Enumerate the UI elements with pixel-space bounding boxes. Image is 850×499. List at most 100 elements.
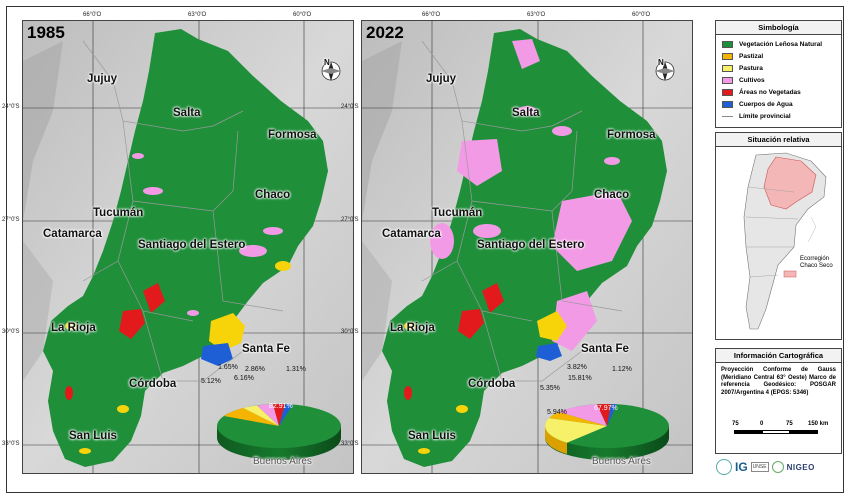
water-body xyxy=(536,343,562,361)
legend-item-cultivos: Cultivos xyxy=(716,74,841,86)
pie-chart-1985 xyxy=(217,403,341,460)
pie-chart-2022 xyxy=(544,404,669,460)
pastura-patches xyxy=(404,311,567,454)
province-boundaries xyxy=(421,40,623,382)
north-arrow xyxy=(321,61,341,81)
coord-left-6: 27°0'S xyxy=(341,217,359,223)
pie-slice-no-vegetado xyxy=(273,403,285,426)
province-label-jujuy: Jujuy xyxy=(87,73,118,85)
map-frame xyxy=(6,6,844,493)
coord-left-1: 24°0'S xyxy=(2,104,20,110)
pie-slice-pastizal xyxy=(549,412,607,426)
info-panel: Información Cartográfica Proyección Conf… xyxy=(715,348,842,454)
province-label-san-luis: San Luis xyxy=(408,430,456,442)
province-label-buenos-aires: Buenos Aires xyxy=(592,456,651,467)
argentina-inset-map xyxy=(716,147,841,337)
coord-left-4: 33°0'S xyxy=(2,441,20,447)
province-label-cordoba: Córdoba xyxy=(468,378,516,390)
pie-pct-1: 3.82% xyxy=(567,364,587,371)
pie-pct-3: 5.35% xyxy=(540,385,560,392)
province-label-santiago-del-estero: Santiago del Estero xyxy=(138,239,246,251)
pie-pct-5: 5.94% xyxy=(547,409,567,416)
pie-pct-2: 2.86% xyxy=(245,366,265,373)
province-label-buenos-aires: Buenos Aires xyxy=(253,456,312,467)
coord-top-6: 60°0'O xyxy=(632,12,651,18)
north-arrow xyxy=(655,61,675,81)
pie-pct-4: 15.81% xyxy=(568,375,592,382)
map-1985-graphic xyxy=(23,21,353,473)
legend-swatch xyxy=(722,76,733,84)
pie-slice-pastura xyxy=(544,418,607,443)
map-year-label: 1985 xyxy=(27,23,65,42)
legend-swatch xyxy=(722,52,733,60)
legend-item-pastizal: Pastizal xyxy=(716,50,841,62)
coord-left-7: 30°0'S xyxy=(341,329,359,335)
pastura-patches xyxy=(65,261,291,454)
province-label-jujuy: Jujuy xyxy=(426,73,457,85)
legend-swatch xyxy=(722,40,733,48)
coord-top-1: 66°0'O xyxy=(83,12,102,18)
coord-top-5: 63°0'O xyxy=(527,12,546,18)
coord-left-8: 33°0'S xyxy=(341,441,359,447)
legend-swatch xyxy=(722,88,733,96)
province-label-chaco: Chaco xyxy=(255,189,291,201)
water-body xyxy=(201,343,233,366)
scale-label: 75 xyxy=(786,421,793,427)
north-label: N xyxy=(324,58,330,67)
province-label-tucuman: Tucumán xyxy=(93,207,144,219)
province-label-santa-fe: Santa Fe xyxy=(242,343,290,355)
pie-slice-pastizal xyxy=(224,408,279,426)
province-label-la-rioja: La Rioja xyxy=(51,322,96,334)
legend-title: Simbología xyxy=(716,21,841,35)
pie-slice-cultivos xyxy=(559,404,607,426)
cultivos-patches xyxy=(430,39,632,351)
scale-label: 150 km xyxy=(808,421,829,427)
scale-label: 0 xyxy=(760,421,764,427)
legend-item-vegetacion: Vegetación Leñosa Natural xyxy=(716,38,841,50)
pie-slice-agua xyxy=(279,404,293,426)
legend-swatch xyxy=(722,64,733,72)
pie-pct-2: 1.12% xyxy=(612,366,632,373)
province-label-santa-fe: Santa Fe xyxy=(581,343,629,355)
coord-top-3: 60°0'O xyxy=(293,12,312,18)
scale-bar: 75 0 75 150 km xyxy=(730,421,830,441)
logo-strip: IG UNSE NIGEO xyxy=(716,455,842,479)
situacion-title: Situación relativa xyxy=(716,133,841,147)
no-vegetado-patches xyxy=(404,283,504,400)
pie-slice-cultivos xyxy=(257,404,279,426)
legend-item-limite: Límite provincial xyxy=(716,110,841,122)
nigeo-logo: NIGEO xyxy=(786,462,815,472)
inset-legend-label: Ecorregión Chaco Seco xyxy=(800,256,833,269)
unse-logo: UNSE xyxy=(750,462,769,472)
legend-item-no-vegetadas: Áreas no Vegetadas xyxy=(716,86,841,98)
map-panel-2022: 2022 Jujuy Salta Formosa Chaco Tucumán C… xyxy=(361,20,693,474)
no-vegetado-patches xyxy=(65,283,165,400)
north-label: N xyxy=(658,58,664,67)
legend-item-agua: Cuerpos de Agua xyxy=(716,98,841,110)
coord-left-2: 27°0'S xyxy=(2,217,20,223)
province-label-santiago-del-estero: Santiago del Estero xyxy=(477,239,585,251)
coord-top-4: 66°0'O xyxy=(422,12,441,18)
province-label-formosa: Formosa xyxy=(268,129,317,141)
situacion-panel: Situación relativa Ecorregión Chaco Seco xyxy=(715,132,842,340)
scale-label: 75 xyxy=(732,421,739,427)
cultivos-patches xyxy=(132,153,283,316)
pie-pct-6: 67.97% xyxy=(594,405,618,412)
coord-left-3: 30°0'S xyxy=(2,329,20,335)
province-label-tucuman: Tucumán xyxy=(432,207,483,219)
chaco-seco-region xyxy=(763,156,817,210)
ecoregion-vegetation xyxy=(43,29,328,467)
province-label-san-luis: San Luis xyxy=(69,430,117,442)
seal-logo-icon xyxy=(771,461,784,473)
legend-item-pastura: Pastura xyxy=(716,62,841,74)
pie-pct-1: 1.65% xyxy=(218,364,238,371)
pie-pct-4: 5.12% xyxy=(201,378,221,385)
province-label-salta: Salta xyxy=(173,107,201,119)
pie-slice-no-vegetado xyxy=(597,404,611,426)
province-boundaries xyxy=(82,40,284,382)
legend-line-swatch xyxy=(722,115,733,117)
province-label-salta: Salta xyxy=(512,107,540,119)
map-year-label: 2022 xyxy=(366,23,404,42)
province-label-cordoba: Córdoba xyxy=(129,378,177,390)
coord-left-5: 24°0'S xyxy=(341,104,359,110)
